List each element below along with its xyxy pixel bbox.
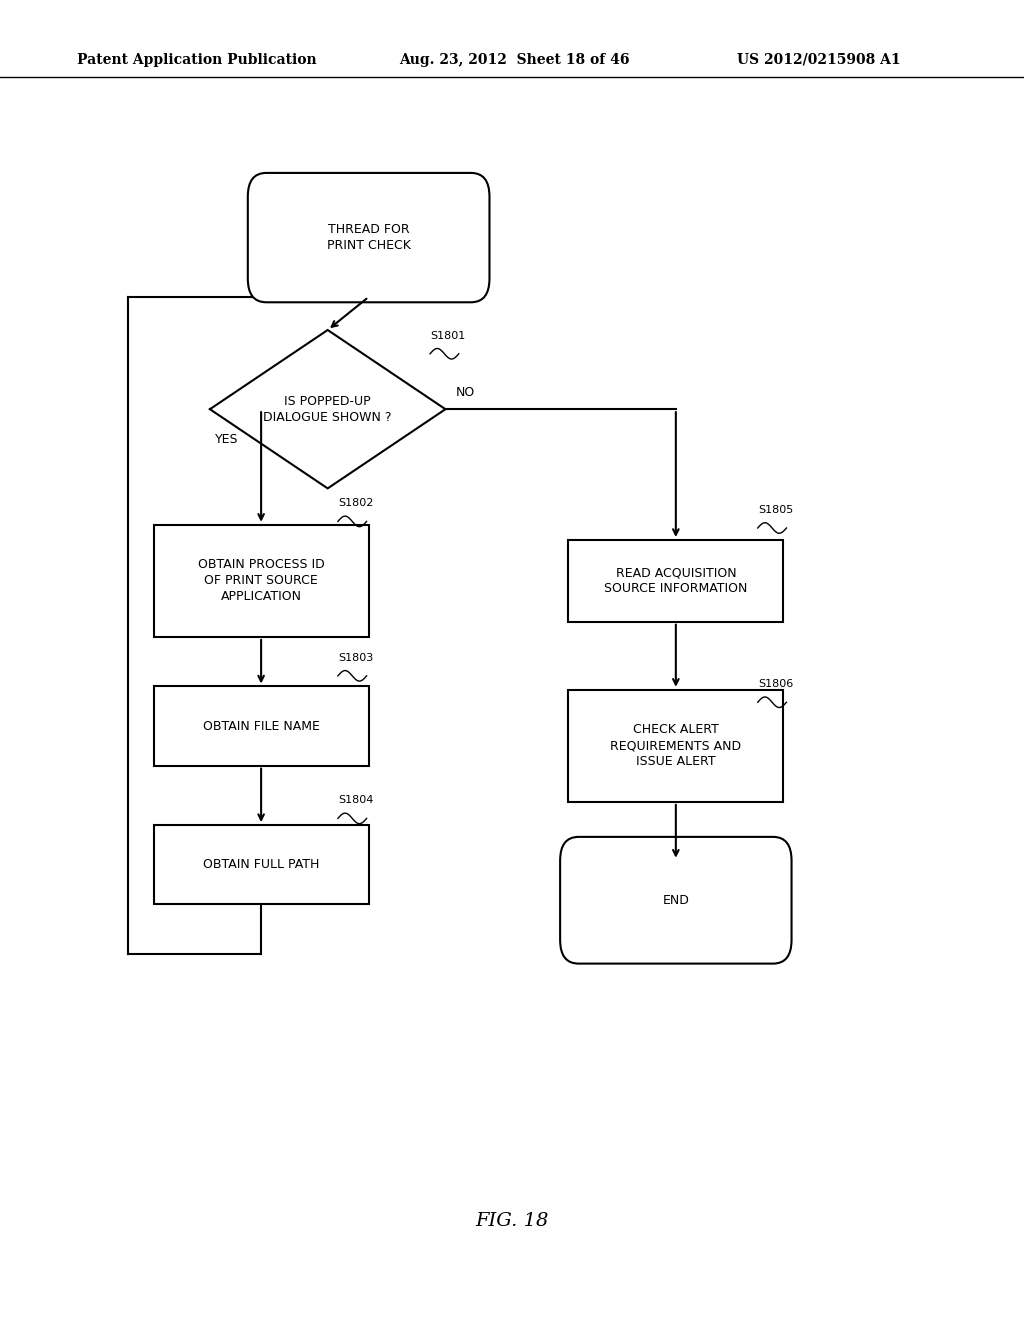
FancyBboxPatch shape bbox=[560, 837, 792, 964]
Text: OBTAIN PROCESS ID
OF PRINT SOURCE
APPLICATION: OBTAIN PROCESS ID OF PRINT SOURCE APPLIC… bbox=[198, 558, 325, 603]
Text: CHECK ALERT
REQUIREMENTS AND
ISSUE ALERT: CHECK ALERT REQUIREMENTS AND ISSUE ALERT bbox=[610, 723, 741, 768]
Bar bbox=[568, 689, 783, 801]
Text: S1806: S1806 bbox=[758, 678, 793, 689]
Text: Aug. 23, 2012  Sheet 18 of 46: Aug. 23, 2012 Sheet 18 of 46 bbox=[399, 53, 630, 67]
Text: READ ACQUISITION
SOURCE INFORMATION: READ ACQUISITION SOURCE INFORMATION bbox=[604, 566, 748, 595]
Bar bbox=[568, 540, 783, 622]
Text: OBTAIN FULL PATH: OBTAIN FULL PATH bbox=[203, 858, 319, 871]
FancyBboxPatch shape bbox=[248, 173, 489, 302]
Text: Patent Application Publication: Patent Application Publication bbox=[77, 53, 316, 67]
Text: THREAD FOR
PRINT CHECK: THREAD FOR PRINT CHECK bbox=[327, 223, 411, 252]
Text: S1805: S1805 bbox=[758, 504, 793, 515]
Polygon shape bbox=[210, 330, 445, 488]
Bar bbox=[154, 825, 369, 904]
Text: NO: NO bbox=[456, 385, 475, 399]
Text: US 2012/0215908 A1: US 2012/0215908 A1 bbox=[737, 53, 901, 67]
Bar bbox=[154, 524, 369, 636]
Text: S1801: S1801 bbox=[430, 330, 465, 341]
Text: IS POPPED-UP
DIALOGUE SHOWN ?: IS POPPED-UP DIALOGUE SHOWN ? bbox=[263, 395, 392, 424]
Bar bbox=[154, 686, 369, 766]
Text: S1802: S1802 bbox=[338, 498, 374, 508]
Text: OBTAIN FILE NAME: OBTAIN FILE NAME bbox=[203, 719, 319, 733]
Text: END: END bbox=[663, 894, 689, 907]
Text: YES: YES bbox=[215, 433, 239, 446]
Text: FIG. 18: FIG. 18 bbox=[475, 1212, 549, 1230]
Text: S1803: S1803 bbox=[338, 652, 373, 663]
Text: S1804: S1804 bbox=[338, 795, 374, 805]
